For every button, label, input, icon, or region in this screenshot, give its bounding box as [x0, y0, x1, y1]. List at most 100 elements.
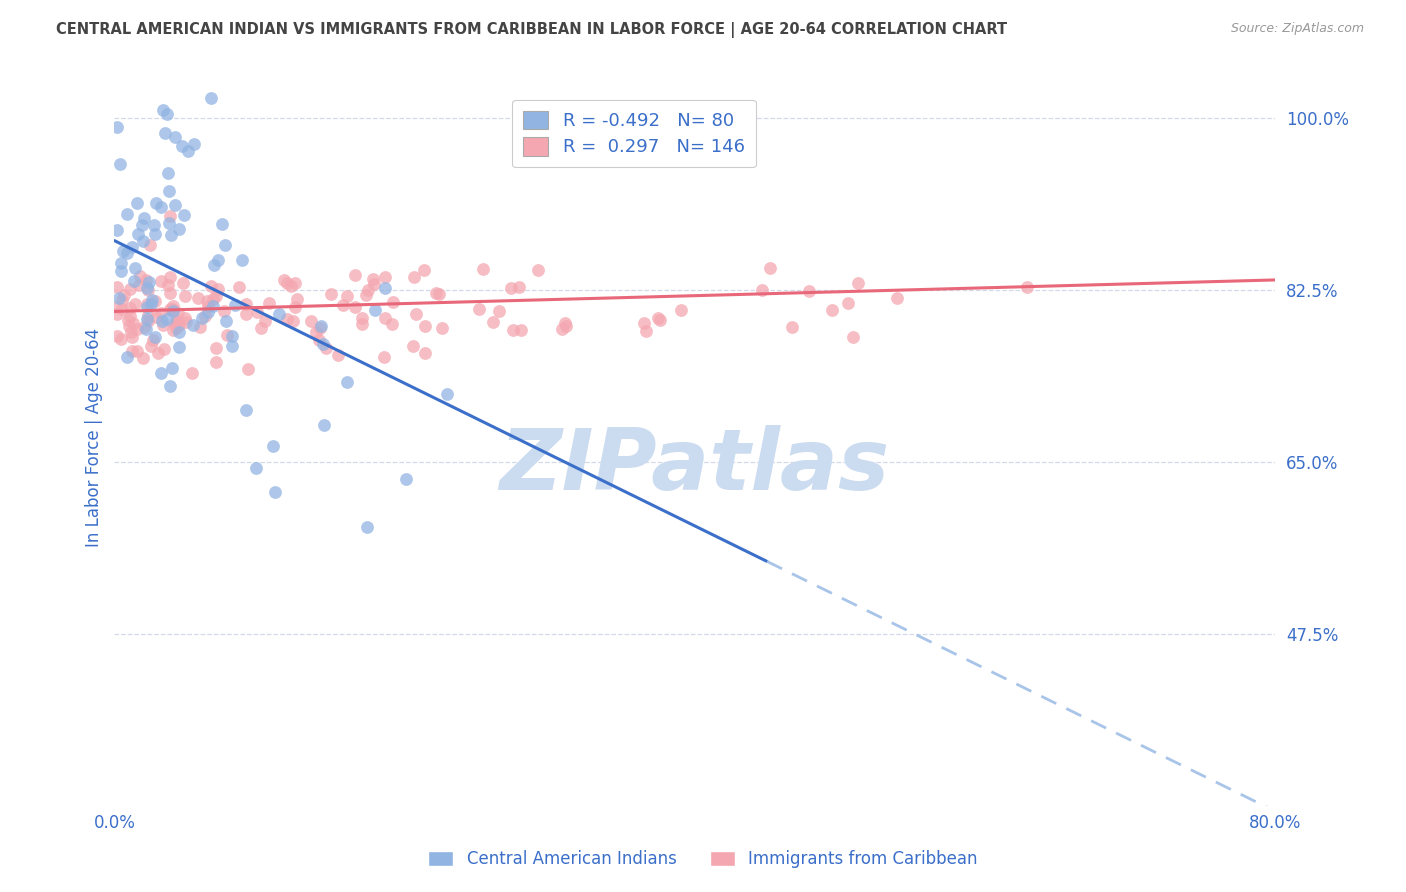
- Point: [309, 318, 332, 333]
- Point: [373, 351, 395, 365]
- Point: [309, 321, 332, 335]
- Point: [510, 323, 533, 337]
- Point: [669, 303, 692, 318]
- Point: [122, 316, 145, 330]
- Point: [212, 304, 235, 318]
- Point: [797, 284, 820, 298]
- Point: [221, 329, 243, 343]
- Point: [127, 196, 149, 211]
- Point: [235, 297, 257, 311]
- Point: [136, 300, 159, 314]
- Point: [481, 315, 503, 329]
- Point: [405, 307, 427, 321]
- Point: [150, 314, 173, 328]
- Point: [105, 223, 128, 237]
- Point: [173, 208, 195, 222]
- Point: [165, 321, 187, 335]
- Point: [276, 276, 298, 290]
- Point: [145, 196, 167, 211]
- Point: [121, 240, 143, 254]
- Point: [356, 287, 378, 301]
- Point: [110, 157, 132, 171]
- Point: [262, 439, 284, 453]
- Point: [159, 286, 181, 301]
- Point: [143, 330, 166, 344]
- Point: [115, 350, 138, 364]
- Point: [250, 321, 273, 335]
- Point: [374, 269, 396, 284]
- Point: [118, 301, 141, 315]
- Point: [159, 270, 181, 285]
- Point: [191, 311, 214, 326]
- Point: [374, 281, 396, 295]
- Point: [139, 297, 162, 311]
- Point: [468, 301, 491, 316]
- Point: [299, 314, 322, 328]
- Point: [167, 325, 190, 339]
- Text: ZIPatlas: ZIPatlas: [499, 425, 890, 508]
- Point: [162, 301, 184, 316]
- Point: [162, 304, 184, 318]
- Point: [172, 277, 194, 291]
- Point: [488, 304, 510, 318]
- Point: [326, 348, 349, 362]
- Point: [132, 211, 155, 226]
- Point: [111, 293, 134, 308]
- Point: [759, 260, 782, 275]
- Point: [197, 305, 219, 319]
- Point: [502, 323, 524, 337]
- Point: [134, 319, 156, 334]
- Point: [202, 258, 225, 272]
- Point: [142, 333, 165, 347]
- Point: [105, 307, 128, 321]
- Point: [200, 91, 222, 105]
- Point: [647, 310, 669, 325]
- Point: [174, 310, 197, 325]
- Point: [124, 297, 146, 311]
- Point: [228, 280, 250, 294]
- Point: [508, 280, 530, 294]
- Point: [111, 301, 134, 316]
- Point: [413, 346, 436, 360]
- Point: [246, 304, 269, 318]
- Point: [128, 277, 150, 292]
- Point: [149, 274, 172, 288]
- Point: [177, 144, 200, 158]
- Point: [273, 273, 295, 287]
- Point: [115, 206, 138, 220]
- Point: [134, 322, 156, 336]
- Point: [381, 295, 404, 310]
- Point: [554, 316, 576, 330]
- Point: [167, 340, 190, 354]
- Point: [145, 293, 167, 308]
- Point: [253, 314, 276, 328]
- Point: [127, 227, 149, 241]
- Point: [138, 308, 160, 322]
- Point: [188, 319, 211, 334]
- Point: [205, 289, 228, 303]
- Point: [200, 279, 222, 293]
- Point: [336, 375, 359, 389]
- Point: [125, 322, 148, 336]
- Point: [425, 285, 447, 300]
- Point: [361, 272, 384, 286]
- Point: [146, 346, 169, 360]
- Point: [235, 308, 257, 322]
- Point: [352, 311, 374, 326]
- Point: [163, 198, 186, 212]
- Point: [174, 289, 197, 303]
- Point: [170, 139, 193, 153]
- Point: [152, 103, 174, 117]
- Point: [162, 299, 184, 313]
- Point: [207, 252, 229, 267]
- Point: [633, 316, 655, 330]
- Point: [363, 277, 385, 291]
- Point: [305, 325, 328, 339]
- Legend: R = -0.492   N= 80, R =  0.297   N= 146: R = -0.492 N= 80, R = 0.297 N= 146: [512, 100, 755, 168]
- Point: [121, 329, 143, 343]
- Point: [105, 300, 128, 314]
- Point: [128, 268, 150, 283]
- Point: [110, 255, 132, 269]
- Point: [152, 318, 174, 333]
- Point: [842, 330, 865, 344]
